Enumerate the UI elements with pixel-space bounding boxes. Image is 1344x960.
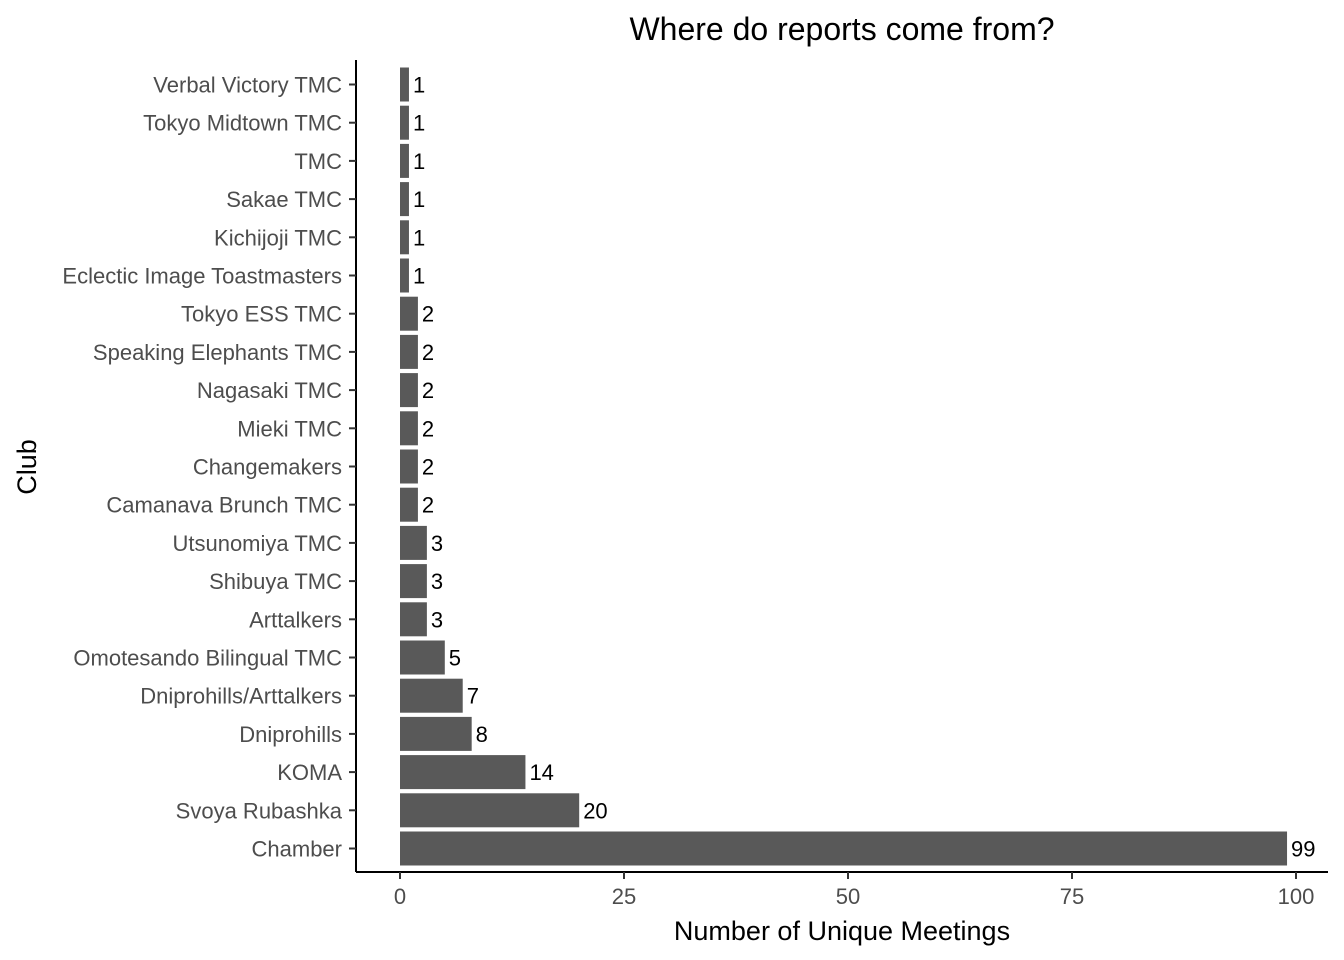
bar — [400, 640, 445, 675]
y-axis-title: Club — [12, 439, 42, 495]
x-tick-label: 25 — [612, 884, 636, 909]
x-tick-label: 0 — [394, 884, 406, 909]
data-label: 2 — [422, 302, 434, 327]
bar — [400, 182, 409, 217]
data-label: 1 — [413, 111, 425, 136]
data-label: 14 — [529, 760, 553, 785]
y-tick-label: Tokyo Midtown TMC — [143, 111, 342, 136]
data-label: 8 — [476, 722, 488, 747]
y-tick-label: Sakae TMC — [226, 187, 342, 212]
bar — [400, 449, 418, 484]
x-tick-label: 100 — [1278, 884, 1315, 909]
x-tick-label: 50 — [836, 884, 860, 909]
data-label: 20 — [583, 798, 607, 823]
data-label: 2 — [422, 455, 434, 480]
y-tick-label: Tokyo ESS TMC — [181, 302, 342, 327]
bar — [400, 411, 418, 446]
bar — [400, 678, 463, 713]
data-label: 3 — [431, 569, 443, 594]
y-tick-label: Arttalkers — [249, 607, 342, 632]
bar — [400, 373, 418, 408]
x-axis-title: Number of Unique Meetings — [674, 916, 1010, 946]
bar — [400, 525, 427, 560]
data-label: 1 — [413, 225, 425, 250]
bar — [400, 716, 472, 751]
y-axis: Chamber Svoya Rubashka KOMA Dniprohills Dnip… — [62, 60, 357, 872]
data-label: 2 — [422, 378, 434, 403]
bar — [400, 105, 409, 140]
data-label: 99 — [1291, 837, 1315, 862]
y-tick-label: Kichijoji TMC — [214, 225, 342, 250]
bar — [400, 602, 427, 637]
bar — [400, 296, 418, 331]
bar — [400, 220, 409, 255]
data-label: 3 — [431, 607, 443, 632]
bar — [400, 755, 526, 790]
y-tick-label: Changemakers — [193, 455, 342, 480]
bar — [400, 334, 418, 369]
y-tick-label: Chamber — [252, 837, 342, 862]
data-label: 1 — [413, 264, 425, 289]
data-label: 2 — [422, 416, 434, 441]
y-tick-label: Dniprohills — [239, 722, 342, 747]
chart-title: Where do reports come from? — [629, 11, 1054, 47]
x-axis: 0 25 50 75 100 — [356, 871, 1328, 909]
data-label: 1 — [413, 187, 425, 212]
data-label: 7 — [467, 684, 479, 709]
data-label: 2 — [422, 493, 434, 518]
y-tick-label: Camanava Brunch TMC — [106, 493, 342, 518]
y-tick-label: Dniprohills/Arttalkers — [140, 684, 342, 709]
bars-group — [400, 67, 1288, 866]
y-tick-label: Utsunomiya TMC — [172, 531, 342, 556]
data-label: 1 — [413, 73, 425, 98]
data-label: 3 — [431, 531, 443, 556]
y-tick-label: Omotesando Bilingual TMC — [73, 646, 342, 671]
data-label: 1 — [413, 149, 425, 174]
y-tick-label: Svoya Rubashka — [176, 798, 343, 823]
data-label: 5 — [449, 646, 461, 671]
bar — [400, 793, 580, 828]
y-tick-label: Mieki TMC — [237, 416, 342, 441]
y-tick-label: Eclectic Image Toastmasters — [62, 264, 342, 289]
bar — [400, 143, 409, 178]
y-tick-label: Shibuya TMC — [209, 569, 342, 594]
y-tick-label: Speaking Elephants TMC — [93, 340, 342, 365]
bar — [400, 67, 409, 102]
y-tick-label: Verbal Victory TMC — [153, 73, 342, 98]
y-tick-label: KOMA — [277, 760, 342, 785]
y-tick-label: TMC — [294, 149, 342, 174]
y-tick-label: Nagasaki TMC — [197, 378, 342, 403]
bar — [400, 564, 427, 599]
x-tick-label: 75 — [1060, 884, 1084, 909]
bar — [400, 831, 1288, 866]
data-label: 2 — [422, 340, 434, 365]
bar — [400, 487, 418, 522]
bar — [400, 258, 409, 293]
